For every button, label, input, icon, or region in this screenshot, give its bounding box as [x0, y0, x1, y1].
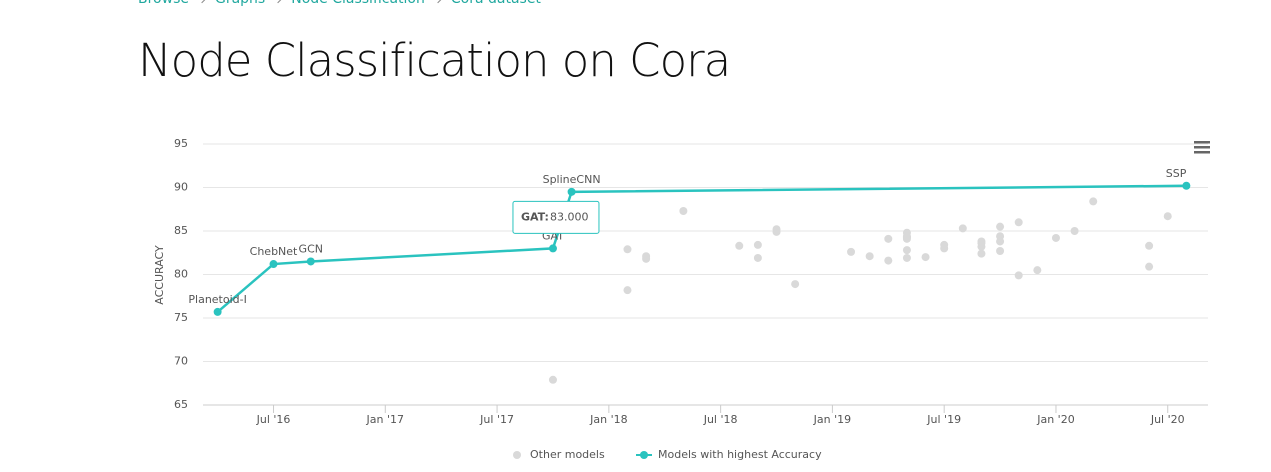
other-point	[753, 253, 762, 262]
other-point	[753, 240, 762, 249]
x-tick-label: Jul '20	[1150, 413, 1185, 426]
y-tick-label: 80	[174, 268, 188, 281]
other-point	[958, 224, 967, 233]
best-point	[548, 244, 557, 253]
other-point	[977, 239, 986, 248]
other-point	[902, 253, 911, 262]
legend-label[interactable]: Models with highest Accuracy	[658, 448, 822, 461]
y-tick-label: 95	[174, 137, 188, 150]
other-point	[996, 247, 1005, 256]
other-point	[1163, 212, 1172, 221]
other-point	[921, 253, 930, 262]
x-tick-label: Jan '17	[366, 413, 404, 426]
tooltip: GAT: 83.000	[512, 200, 600, 234]
other-point	[1014, 271, 1023, 280]
point-label: GCN	[299, 242, 323, 255]
other-point	[623, 286, 632, 295]
menu-icon[interactable]	[1194, 141, 1210, 154]
legend-marker	[640, 451, 648, 459]
y-tick-label: 90	[174, 181, 188, 194]
other-point	[1145, 262, 1154, 271]
other-point	[679, 206, 688, 215]
crumb[interactable]: Browse	[138, 0, 189, 7]
y-tick-label: 65	[174, 398, 188, 411]
y-axis-label: ACCURACY	[153, 245, 166, 305]
other-point	[772, 227, 781, 236]
other-point	[1070, 227, 1079, 235]
x-tick-label: Jul '17	[479, 413, 514, 426]
other-point	[884, 256, 893, 265]
point-label: SplineCNN	[543, 173, 601, 186]
best-point	[269, 260, 278, 269]
other-point	[548, 375, 557, 384]
other-point	[977, 249, 986, 258]
other-point	[940, 240, 949, 249]
other-point	[884, 234, 893, 243]
point-label: Planetoid-I	[188, 293, 246, 306]
best-point	[1182, 181, 1191, 190]
other-point	[1089, 197, 1098, 206]
crumb[interactable]: Cora dataset	[451, 0, 541, 7]
other-point	[996, 222, 1005, 231]
other-point	[791, 280, 800, 289]
other-point	[623, 245, 632, 254]
best-point	[567, 187, 576, 196]
best-line	[216, 184, 1187, 313]
other-point	[642, 254, 651, 263]
tooltip-value: 83.000	[550, 210, 589, 223]
crumb[interactable]: Graphs	[215, 0, 265, 7]
y-tick-label: 85	[174, 224, 188, 237]
tooltip-label: GAT:	[521, 210, 549, 223]
point-label: ChebNet	[250, 245, 298, 258]
other-point	[1145, 241, 1154, 250]
x-tick-label: Jan '20	[1036, 413, 1074, 426]
legend-marker	[513, 451, 521, 459]
other-point	[1014, 218, 1023, 227]
other-point	[902, 233, 911, 242]
other-point	[902, 246, 911, 255]
page-title: Node Classification on Cora	[138, 34, 731, 87]
other-point	[1051, 233, 1060, 242]
x-tick-label: Jan '19	[813, 413, 851, 426]
other-point	[1033, 266, 1042, 275]
x-tick-label: Jul '18	[703, 413, 738, 426]
other-point	[996, 237, 1005, 246]
legend-label[interactable]: Other models	[530, 448, 605, 461]
y-tick-label: 70	[174, 355, 188, 368]
crumb[interactable]: Node Classification	[291, 0, 425, 7]
point-label: SSP	[1166, 167, 1187, 180]
breadcrumb: Browse Graphs Node Classification Cora d…	[138, 0, 541, 7]
best-point	[213, 307, 222, 316]
other-point	[735, 241, 744, 250]
best-point	[306, 257, 315, 266]
tooltip-box	[512, 200, 600, 234]
y-tick-label: 75	[174, 311, 188, 324]
other-point	[847, 247, 856, 256]
x-tick-label: Jan '18	[589, 413, 627, 426]
x-tick-label: Jul '16	[256, 413, 291, 426]
x-tick-label: Jul '19	[926, 413, 961, 426]
other-point	[865, 252, 874, 261]
